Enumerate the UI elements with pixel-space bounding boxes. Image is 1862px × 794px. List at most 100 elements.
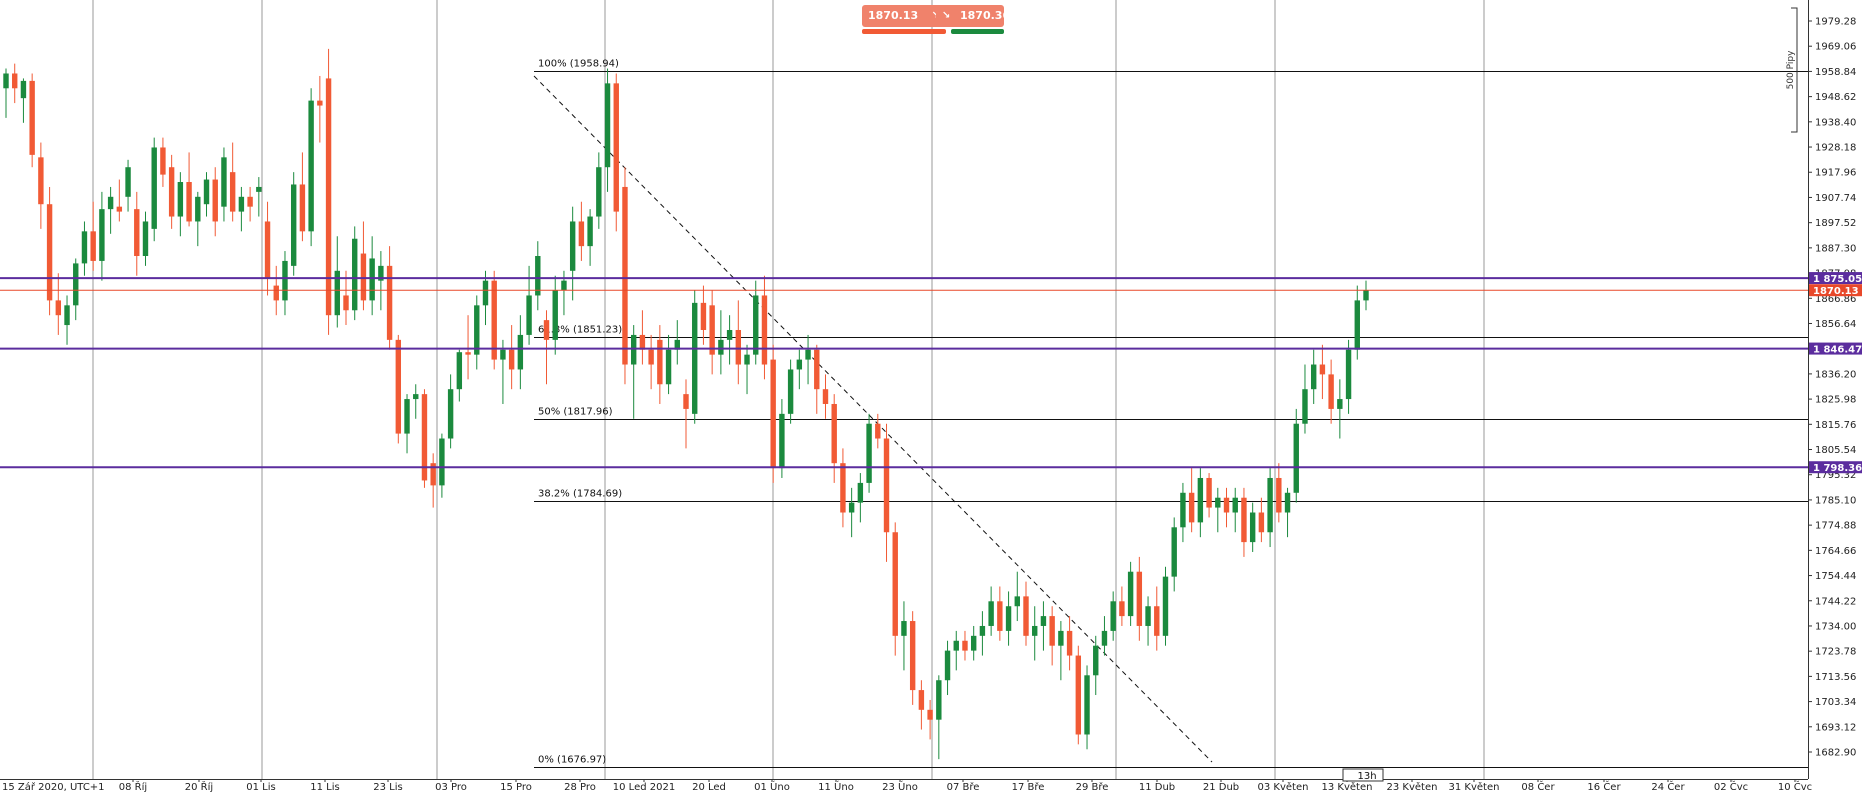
- candle-body: [125, 167, 131, 197]
- candle-body: [500, 349, 506, 360]
- price-tick-label: 1764.66: [1815, 546, 1856, 557]
- candle-body: [369, 258, 375, 301]
- candle-body: [195, 196, 201, 222]
- fibonacci-retracement[interactable]: 100% (1958.94) 61.8% (1851.23) 50% (1817.9…: [534, 59, 1808, 768]
- candle-body: [683, 394, 689, 409]
- candle-body: [1154, 606, 1160, 636]
- candle-body: [744, 354, 750, 365]
- time-tick-label: 01 Lis: [246, 782, 275, 793]
- arrow-down-right-icon: ↘: [932, 5, 940, 27]
- trend-line[interactable]: [533, 75, 1213, 763]
- candle-body: [1066, 630, 1073, 656]
- candle-body: [142, 221, 149, 257]
- candle-body: [1032, 625, 1038, 636]
- time-tick-label: 03 Pro: [435, 782, 467, 793]
- candle-body: [814, 349, 820, 390]
- fib-level-label: 50% (1817.96): [538, 407, 613, 418]
- candle-body: [796, 359, 803, 370]
- candle-body: [1319, 364, 1326, 375]
- candle-body: [1093, 645, 1099, 676]
- time-tick-label: 21 Dub: [1203, 782, 1239, 793]
- sell-button[interactable]: 1870.13 ↘: [862, 5, 946, 27]
- price-axis[interactable]: 1979.28 1969.06 1958.84 1948.62 1938.40 1928.…: [1808, 0, 1862, 779]
- candle-body: [1249, 512, 1256, 543]
- price-tick-label: 1785.10: [1815, 495, 1856, 506]
- candle-body: [630, 334, 637, 365]
- horizontal-lines[interactable]: [0, 277, 1808, 469]
- candle-body: [325, 78, 332, 316]
- dashed-trend-line: [533, 75, 1213, 763]
- time-tick-label: 17 Bře: [1012, 781, 1045, 793]
- candle-body: [674, 339, 680, 350]
- time-axis[interactable]: 15 Zář 2020, UTC+1 08 Říj 20 Říj 01 Lis 11 L…: [0, 779, 1812, 793]
- candle-body: [247, 196, 253, 207]
- candle-body: [395, 339, 402, 434]
- candle-body: [665, 349, 672, 385]
- price-marker-label: 1870.13: [1813, 286, 1859, 297]
- time-tick-label: 28 Pro: [564, 782, 596, 793]
- price-marker-label: 1 846.47: [1813, 345, 1862, 356]
- candle-body: [282, 260, 288, 301]
- candle-body: [229, 172, 236, 212]
- price-tick-label: 1825.98: [1815, 395, 1856, 406]
- candle-body: [1145, 606, 1151, 626]
- candle-body: [1276, 477, 1282, 513]
- candle-body: [508, 349, 515, 370]
- candle-body: [927, 709, 933, 720]
- candle-body: [1258, 512, 1265, 533]
- time-tick-label: 15 Zář 2020, UTC+1: [2, 781, 105, 793]
- candle-body: [997, 601, 1003, 631]
- candle-body: [99, 209, 105, 261]
- candle-body: [1049, 616, 1055, 646]
- candle-body: [81, 231, 88, 264]
- time-tick-label: 23 Lis: [373, 782, 402, 793]
- candle-body: [38, 157, 44, 205]
- candle-body: [299, 184, 306, 232]
- candle-body: [735, 329, 742, 365]
- candle-body: [1162, 576, 1169, 636]
- candle-body: [256, 186, 262, 192]
- candle-body: [805, 349, 811, 360]
- candle-body: [73, 263, 79, 306]
- candle-body: [1110, 601, 1116, 631]
- price-marker-label: 1 798.36: [1813, 463, 1862, 474]
- candle-body: [1345, 349, 1352, 400]
- candle-body: [517, 334, 524, 370]
- price-tick-label: 1723.78: [1815, 647, 1856, 658]
- price-tick-label: 1703.34: [1815, 697, 1856, 708]
- candle-body: [770, 359, 776, 469]
- candle-body: [107, 196, 114, 210]
- time-tick-label: 10 Led 2021: [613, 782, 675, 793]
- buy-price: 1870.36: [960, 9, 1011, 22]
- candle-body: [543, 320, 550, 340]
- price-tick-label: 1693.12: [1815, 722, 1856, 733]
- candle-body: [12, 73, 18, 89]
- candle-body: [360, 253, 367, 301]
- candle-body: [1302, 389, 1308, 424]
- time-tick-label: 20 Led: [692, 782, 726, 793]
- price-marker-badge: [1809, 284, 1862, 297]
- candle-body: [1040, 616, 1047, 626]
- candle-body: [1171, 527, 1177, 577]
- price-tick-label: 1897.52: [1815, 218, 1856, 229]
- candle-body: [1284, 492, 1291, 513]
- price-tick-label: 1979.28: [1815, 17, 1856, 28]
- time-tick-label: 13 Květen: [1322, 781, 1373, 793]
- candle-body: [386, 265, 393, 340]
- price-tick-label: 1907.74: [1815, 193, 1856, 204]
- candle-body: [404, 399, 410, 434]
- candle-body: [491, 280, 497, 360]
- time-tick-label: 11 Dub: [1139, 782, 1175, 793]
- candle-body: [1058, 630, 1064, 646]
- candle-body: [186, 182, 192, 222]
- period-badge-group[interactable]: 13h: [1342, 768, 1384, 782]
- candle-body: [55, 300, 62, 316]
- time-tick-label: 11 Úno: [818, 780, 854, 793]
- buy-button[interactable]: ↘ 1870.36: [936, 5, 1010, 27]
- candle-body: [151, 147, 157, 229]
- candle-body: [465, 352, 471, 355]
- candle-body: [1014, 596, 1020, 607]
- time-tick-label: 23 Květen: [1387, 781, 1438, 793]
- candle-body: [552, 290, 558, 340]
